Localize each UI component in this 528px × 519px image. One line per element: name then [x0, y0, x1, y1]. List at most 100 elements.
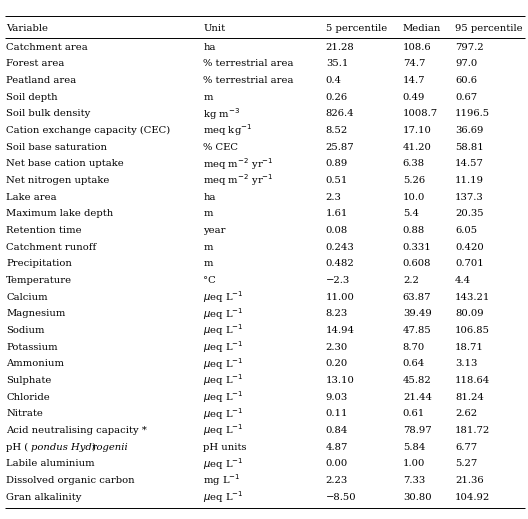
Text: 2.2: 2.2: [403, 276, 419, 285]
Text: 9.03: 9.03: [326, 393, 348, 402]
Text: Lake area: Lake area: [6, 193, 57, 202]
Text: 0.89: 0.89: [326, 159, 348, 168]
Text: year: year: [203, 226, 226, 235]
Text: mg L$^{-1}$: mg L$^{-1}$: [203, 473, 241, 488]
Text: Net base cation uptake: Net base cation uptake: [6, 159, 124, 168]
Text: 60.6: 60.6: [455, 76, 477, 85]
Text: 108.6: 108.6: [403, 43, 431, 52]
Text: 1.61: 1.61: [326, 209, 348, 218]
Text: 1196.5: 1196.5: [455, 110, 491, 118]
Text: 21.36: 21.36: [455, 476, 484, 485]
Text: meq m$^{-2}$ yr$^{-1}$: meq m$^{-2}$ yr$^{-1}$: [203, 173, 274, 188]
Text: 1.00: 1.00: [403, 459, 425, 469]
Text: 8.23: 8.23: [326, 309, 348, 319]
Text: 80.09: 80.09: [455, 309, 484, 319]
Text: Catchment area: Catchment area: [6, 43, 88, 52]
Text: m: m: [203, 243, 213, 252]
Text: $\mu$eq L$^{-1}$: $\mu$eq L$^{-1}$: [203, 373, 244, 389]
Text: Forest area: Forest area: [6, 59, 65, 69]
Text: 18.71: 18.71: [455, 343, 484, 352]
Text: −2.3: −2.3: [326, 276, 350, 285]
Text: pH units: pH units: [203, 443, 247, 452]
Text: Retention time: Retention time: [6, 226, 82, 235]
Text: 39.49: 39.49: [403, 309, 431, 319]
Text: 0.51: 0.51: [326, 176, 348, 185]
Text: 3.13: 3.13: [455, 360, 477, 368]
Text: ha: ha: [203, 193, 216, 202]
Text: $\mu$eq L$^{-1}$: $\mu$eq L$^{-1}$: [203, 339, 244, 355]
Text: m: m: [203, 209, 213, 218]
Text: 1008.7: 1008.7: [403, 110, 438, 118]
Text: 0.08: 0.08: [326, 226, 348, 235]
Text: 63.87: 63.87: [403, 293, 431, 302]
Text: 0.701: 0.701: [455, 260, 484, 268]
Text: °C: °C: [203, 276, 216, 285]
Text: pondus Hydrogenii: pondus Hydrogenii: [31, 443, 127, 452]
Text: 104.92: 104.92: [455, 493, 491, 502]
Text: Median: Median: [403, 23, 441, 33]
Text: Catchment runoff: Catchment runoff: [6, 243, 97, 252]
Text: Calcium: Calcium: [6, 293, 48, 302]
Text: 30.80: 30.80: [403, 493, 431, 502]
Text: 8.70: 8.70: [403, 343, 425, 352]
Text: 21.44: 21.44: [403, 393, 432, 402]
Text: Soil depth: Soil depth: [6, 93, 58, 102]
Text: 13.10: 13.10: [326, 376, 355, 385]
Text: 137.3: 137.3: [455, 193, 484, 202]
Text: Sodium: Sodium: [6, 326, 45, 335]
Text: 2.30: 2.30: [326, 343, 348, 352]
Text: 0.4: 0.4: [326, 76, 342, 85]
Text: meq kg$^{-1}$: meq kg$^{-1}$: [203, 122, 252, 139]
Text: 11.00: 11.00: [326, 293, 355, 302]
Text: 20.35: 20.35: [455, 209, 484, 218]
Text: 0.49: 0.49: [403, 93, 425, 102]
Text: 0.331: 0.331: [403, 243, 431, 252]
Text: 8.52: 8.52: [326, 126, 348, 135]
Text: 797.2: 797.2: [455, 43, 484, 52]
Text: 143.21: 143.21: [455, 293, 491, 302]
Text: 0.84: 0.84: [326, 426, 348, 435]
Text: 7.33: 7.33: [403, 476, 425, 485]
Text: Temperature: Temperature: [6, 276, 72, 285]
Text: 14.7: 14.7: [403, 76, 426, 85]
Text: 36.69: 36.69: [455, 126, 484, 135]
Text: 14.94: 14.94: [326, 326, 355, 335]
Text: 58.81: 58.81: [455, 143, 484, 152]
Text: Cation exchange capacity (CEC): Cation exchange capacity (CEC): [6, 126, 171, 135]
Text: Potassium: Potassium: [6, 343, 58, 352]
Text: Unit: Unit: [203, 23, 225, 33]
Text: Dissolved organic carbon: Dissolved organic carbon: [6, 476, 135, 485]
Text: Maximum lake depth: Maximum lake depth: [6, 209, 114, 218]
Text: Gran alkalinity: Gran alkalinity: [6, 493, 82, 502]
Text: 5.27: 5.27: [455, 459, 477, 469]
Text: 17.10: 17.10: [403, 126, 432, 135]
Text: 181.72: 181.72: [455, 426, 491, 435]
Text: Acid neutralising capacity *: Acid neutralising capacity *: [6, 426, 147, 435]
Text: 0.482: 0.482: [326, 260, 354, 268]
Text: 2.3: 2.3: [326, 193, 342, 202]
Text: ha: ha: [203, 43, 216, 52]
Text: 14.57: 14.57: [455, 159, 484, 168]
Text: pH (: pH (: [6, 443, 29, 452]
Text: 826.4: 826.4: [326, 110, 354, 118]
Text: Peatland area: Peatland area: [6, 76, 77, 85]
Text: 0.64: 0.64: [403, 360, 425, 368]
Text: 21.28: 21.28: [326, 43, 354, 52]
Text: 95 percentile: 95 percentile: [455, 23, 523, 33]
Text: 35.1: 35.1: [326, 59, 348, 69]
Text: Variable: Variable: [6, 23, 49, 33]
Text: % terrestrial area: % terrestrial area: [203, 59, 294, 69]
Text: % terrestrial area: % terrestrial area: [203, 76, 294, 85]
Text: $\mu$eq L$^{-1}$: $\mu$eq L$^{-1}$: [203, 406, 244, 422]
Text: 2.23: 2.23: [326, 476, 348, 485]
Text: 25.87: 25.87: [326, 143, 354, 152]
Text: 106.85: 106.85: [455, 326, 490, 335]
Text: 5.4: 5.4: [403, 209, 419, 218]
Text: 78.97: 78.97: [403, 426, 431, 435]
Text: 0.608: 0.608: [403, 260, 431, 268]
Text: 5.84: 5.84: [403, 443, 425, 452]
Text: Net nitrogen uptake: Net nitrogen uptake: [6, 176, 110, 185]
Text: $\mu$eq L$^{-1}$: $\mu$eq L$^{-1}$: [203, 356, 244, 372]
Text: $\mu$eq L$^{-1}$: $\mu$eq L$^{-1}$: [203, 456, 244, 472]
Text: 74.7: 74.7: [403, 59, 425, 69]
